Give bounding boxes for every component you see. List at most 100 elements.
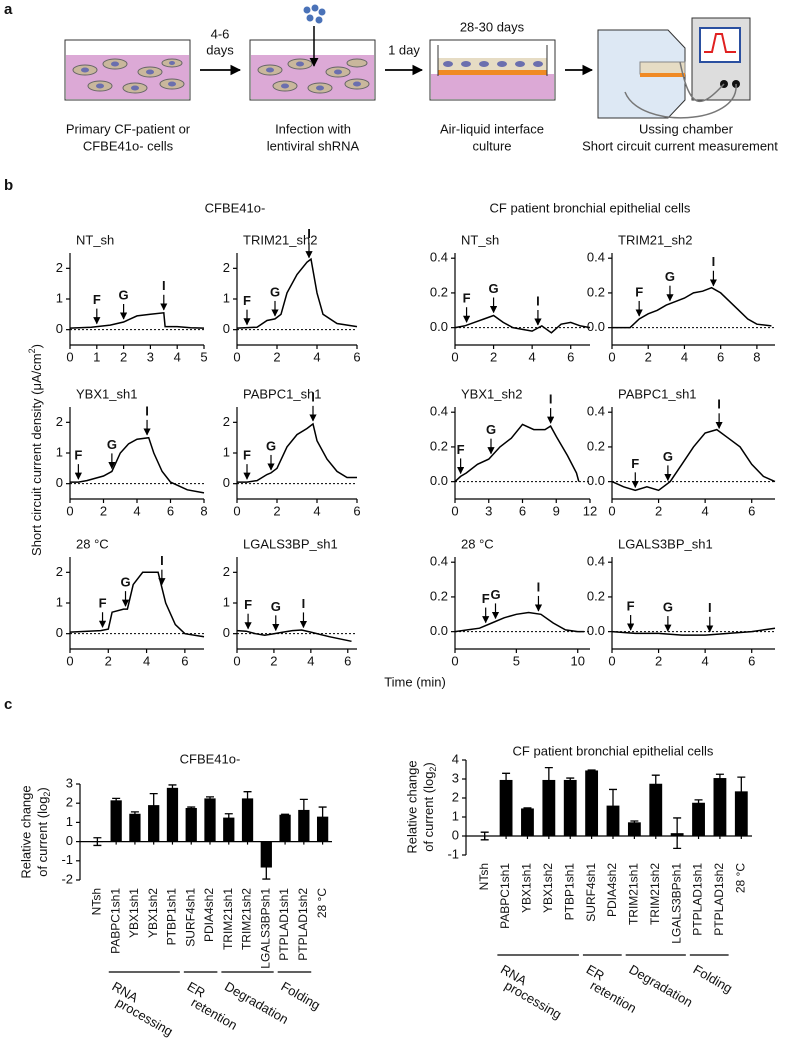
transwell bbox=[429, 39, 556, 101]
error-bar bbox=[523, 807, 532, 810]
interval-label: 28-30 days bbox=[460, 19, 525, 34]
x-tick-label: 6 bbox=[748, 653, 755, 668]
event-label: F bbox=[99, 596, 107, 611]
error-bar bbox=[737, 776, 746, 807]
group-label: Folding bbox=[278, 979, 322, 1013]
x-tick-label: 6 bbox=[167, 503, 174, 518]
y-tick-label: 3 bbox=[452, 770, 459, 785]
bar bbox=[563, 779, 577, 836]
plot-title: YBX1_sh2 bbox=[461, 386, 522, 401]
category-label: PTPLAD1sh1 bbox=[277, 888, 291, 961]
error-bar bbox=[566, 777, 575, 783]
x-tick-label: 6 bbox=[717, 349, 724, 364]
x-tick-label: 2 bbox=[273, 349, 280, 364]
bar bbox=[585, 770, 599, 836]
y-axis-label: of current (log2) bbox=[35, 787, 52, 877]
x-tick-label: 6 bbox=[519, 503, 526, 518]
event-label: F bbox=[244, 597, 252, 612]
event-label: I bbox=[307, 226, 311, 241]
y-tick-label: 1 bbox=[66, 814, 73, 829]
x-tick-label: 4 bbox=[681, 349, 688, 364]
y-tick-label: 0.0 bbox=[430, 623, 448, 638]
plot-title: TRIM21_sh2 bbox=[618, 232, 692, 247]
x-tick-label: 0 bbox=[66, 349, 73, 364]
y-label-part: ) bbox=[421, 762, 436, 766]
x-tick-label: 2 bbox=[270, 653, 277, 668]
bar bbox=[542, 779, 556, 836]
dish bbox=[249, 4, 376, 101]
panel-label: c bbox=[4, 696, 12, 713]
category-label: PDIA4sh2 bbox=[605, 863, 619, 917]
step-label: Primary CF-patient or bbox=[66, 121, 191, 136]
error-bar bbox=[609, 788, 617, 823]
interval-label: 4-6 bbox=[211, 26, 230, 41]
y-tick-label: 2 bbox=[452, 789, 459, 804]
event-label: F bbox=[457, 442, 465, 457]
event-label: G bbox=[490, 587, 500, 602]
y-tick-label: 0.4 bbox=[587, 404, 605, 419]
x-tick-label: 10 bbox=[570, 653, 584, 668]
event-label: G bbox=[119, 287, 129, 302]
error-bar bbox=[673, 817, 682, 849]
x-tick-label: 2 bbox=[655, 503, 662, 518]
x-tick-label: 0 bbox=[608, 653, 615, 668]
y-tick-label: 0.2 bbox=[587, 438, 605, 453]
step-label: culture bbox=[472, 138, 511, 153]
trace bbox=[69, 571, 205, 638]
category-label: LGALS3BPsh1 bbox=[258, 888, 272, 969]
y-tick-label: 0 bbox=[56, 321, 63, 336]
y-axis-label: Short circuit current density (μA/cm2) bbox=[27, 344, 44, 556]
error-bar bbox=[281, 813, 290, 816]
x-tick-label: 4 bbox=[702, 503, 709, 518]
event-label: I bbox=[162, 278, 166, 293]
error-bar bbox=[299, 798, 308, 822]
bar bbox=[241, 798, 254, 842]
category-label: TRIM21sh1 bbox=[627, 863, 641, 925]
event-label: G bbox=[271, 599, 281, 614]
y-tick-label: 0.2 bbox=[587, 284, 605, 299]
x-tick-label: 0 bbox=[66, 653, 73, 668]
y-label-sub: 2 bbox=[428, 767, 438, 772]
chart-title: CFBE41o- bbox=[180, 751, 241, 766]
x-tick-label: 2 bbox=[490, 349, 497, 364]
column-heading: CFBE41o- bbox=[205, 200, 266, 215]
x-tick-label: 4 bbox=[313, 349, 320, 364]
y-label-part: of current (log bbox=[35, 797, 50, 877]
y-tick-label: 1 bbox=[56, 594, 63, 609]
y-tick-label: 1 bbox=[223, 290, 230, 305]
bar bbox=[129, 813, 141, 842]
category-label: YBX1sh2 bbox=[146, 888, 160, 938]
group-label: Folding bbox=[691, 962, 735, 996]
x-tick-label: 6 bbox=[748, 503, 755, 518]
y-tick-label: 1 bbox=[56, 444, 63, 459]
y-tick-label: 1 bbox=[452, 808, 459, 823]
bar bbox=[279, 814, 291, 842]
bar bbox=[260, 841, 272, 868]
bar bbox=[110, 800, 122, 842]
bar bbox=[223, 817, 235, 842]
trace bbox=[454, 314, 591, 334]
event-label: F bbox=[463, 291, 471, 306]
category-label: PTPLAD1sh1 bbox=[691, 863, 705, 936]
event-label: I bbox=[160, 553, 164, 568]
event-label: G bbox=[663, 600, 673, 615]
category-label: TRIM21sh1 bbox=[221, 888, 235, 950]
dish bbox=[64, 39, 191, 101]
error-bar bbox=[149, 792, 158, 818]
category-label: YBX1sh1 bbox=[127, 888, 141, 938]
chart-title: CF patient bronchial epithelial cells bbox=[513, 743, 714, 758]
y-tick-label: 0 bbox=[223, 321, 230, 336]
panel-label: b bbox=[4, 177, 13, 194]
error-bar bbox=[130, 811, 139, 817]
category-label: PTPLAD1sh2 bbox=[712, 863, 726, 936]
bar bbox=[185, 808, 197, 842]
x-tick-label: 5 bbox=[200, 349, 207, 364]
trace bbox=[237, 422, 357, 483]
plot-title: TRIM21_sh2 bbox=[243, 232, 317, 247]
event-label: G bbox=[120, 575, 130, 590]
y-tick-label: 0 bbox=[223, 625, 230, 640]
trace bbox=[69, 311, 205, 329]
trace bbox=[70, 436, 205, 494]
bar bbox=[316, 816, 329, 842]
event-label: F bbox=[635, 284, 643, 299]
